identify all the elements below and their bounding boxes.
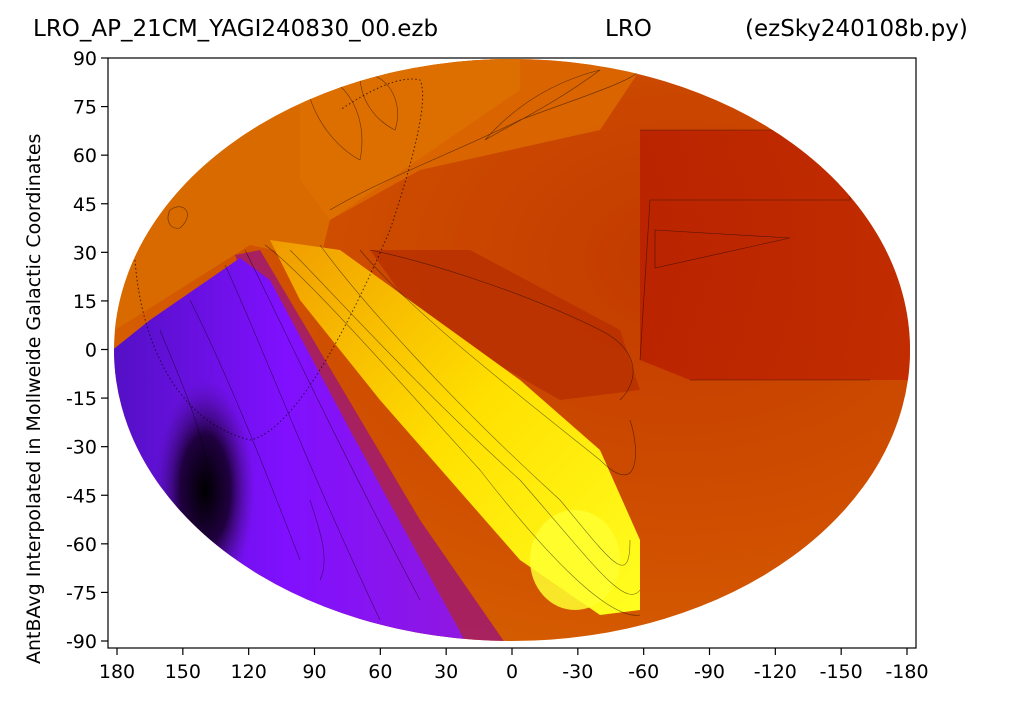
y-tick-label: -30	[66, 437, 97, 459]
x-tick-label: 60	[368, 661, 392, 683]
contour-line	[167, 206, 188, 229]
dotted-trace	[134, 78, 424, 441]
x-tick-label: 180	[99, 661, 135, 683]
contour-line	[264, 244, 641, 616]
contour-line	[359, 74, 398, 131]
contour-line	[369, 249, 634, 401]
y-tick-label: -60	[66, 534, 97, 556]
heatmap-minimum	[155, 380, 255, 600]
heatmap-orange-top-band	[300, 59, 650, 220]
x-tick-label: 0	[506, 661, 518, 683]
y-tick-label: 30	[73, 242, 97, 264]
x-tick-label: -60	[628, 661, 659, 683]
contour-line	[289, 249, 641, 595]
y-tick-label: 45	[73, 194, 97, 216]
contour-line	[224, 264, 381, 621]
x-tick-label: 90	[302, 661, 326, 683]
y-axis-label: AntBAvg Interpolated in Mollweide Galact…	[23, 134, 45, 664]
y-tick-label: 0	[85, 340, 97, 362]
contour-line	[359, 249, 636, 476]
chart-title-right: (ezSky240108b.py)	[745, 16, 968, 42]
heatmap-dark-red-right	[640, 130, 910, 380]
x-axis: 180 150 120 90 60 30 0 -30 -60 -90 -120 -150 -180	[99, 648, 929, 683]
x-tick-label: 150	[165, 661, 201, 683]
y-axis: 90 75 60 45 30 15 0 -15 -30 -45 -60 -75 -90	[66, 48, 108, 653]
x-tick-label: -90	[694, 661, 725, 683]
contour-line	[309, 499, 325, 581]
x-tick-label: -30	[562, 661, 593, 683]
x-tick-label: -120	[754, 661, 797, 683]
contour-line	[189, 299, 301, 561]
x-tick-label: -150	[820, 661, 863, 683]
contour-line	[159, 329, 211, 481]
y-tick-label: -15	[66, 388, 97, 410]
chart-title-center: LRO	[605, 16, 652, 42]
y-tick-label: -75	[66, 582, 97, 604]
y-tick-label: -45	[66, 485, 97, 507]
chart-title-left: LRO_AP_21CM_YAGI240830_00.ezb	[33, 16, 438, 42]
y-tick-label: -90	[66, 631, 97, 653]
x-tick-label: 120	[231, 661, 267, 683]
contour-line	[244, 249, 421, 601]
heatmap-dark-red-valley	[370, 250, 640, 400]
y-tick-label: 90	[73, 48, 97, 70]
mollweide-heatmap	[114, 59, 910, 641]
x-tick-label: 30	[434, 661, 458, 683]
contour-line	[319, 244, 631, 566]
y-tick-label: 60	[73, 145, 97, 167]
y-tick-label: 15	[73, 291, 97, 313]
y-tick-label: 75	[73, 97, 97, 119]
x-tick-label: -180	[885, 661, 928, 683]
contour-line	[329, 59, 651, 211]
contour-line	[484, 69, 601, 141]
heatmap-ridge-peak	[530, 510, 620, 610]
contour-line	[654, 229, 791, 269]
